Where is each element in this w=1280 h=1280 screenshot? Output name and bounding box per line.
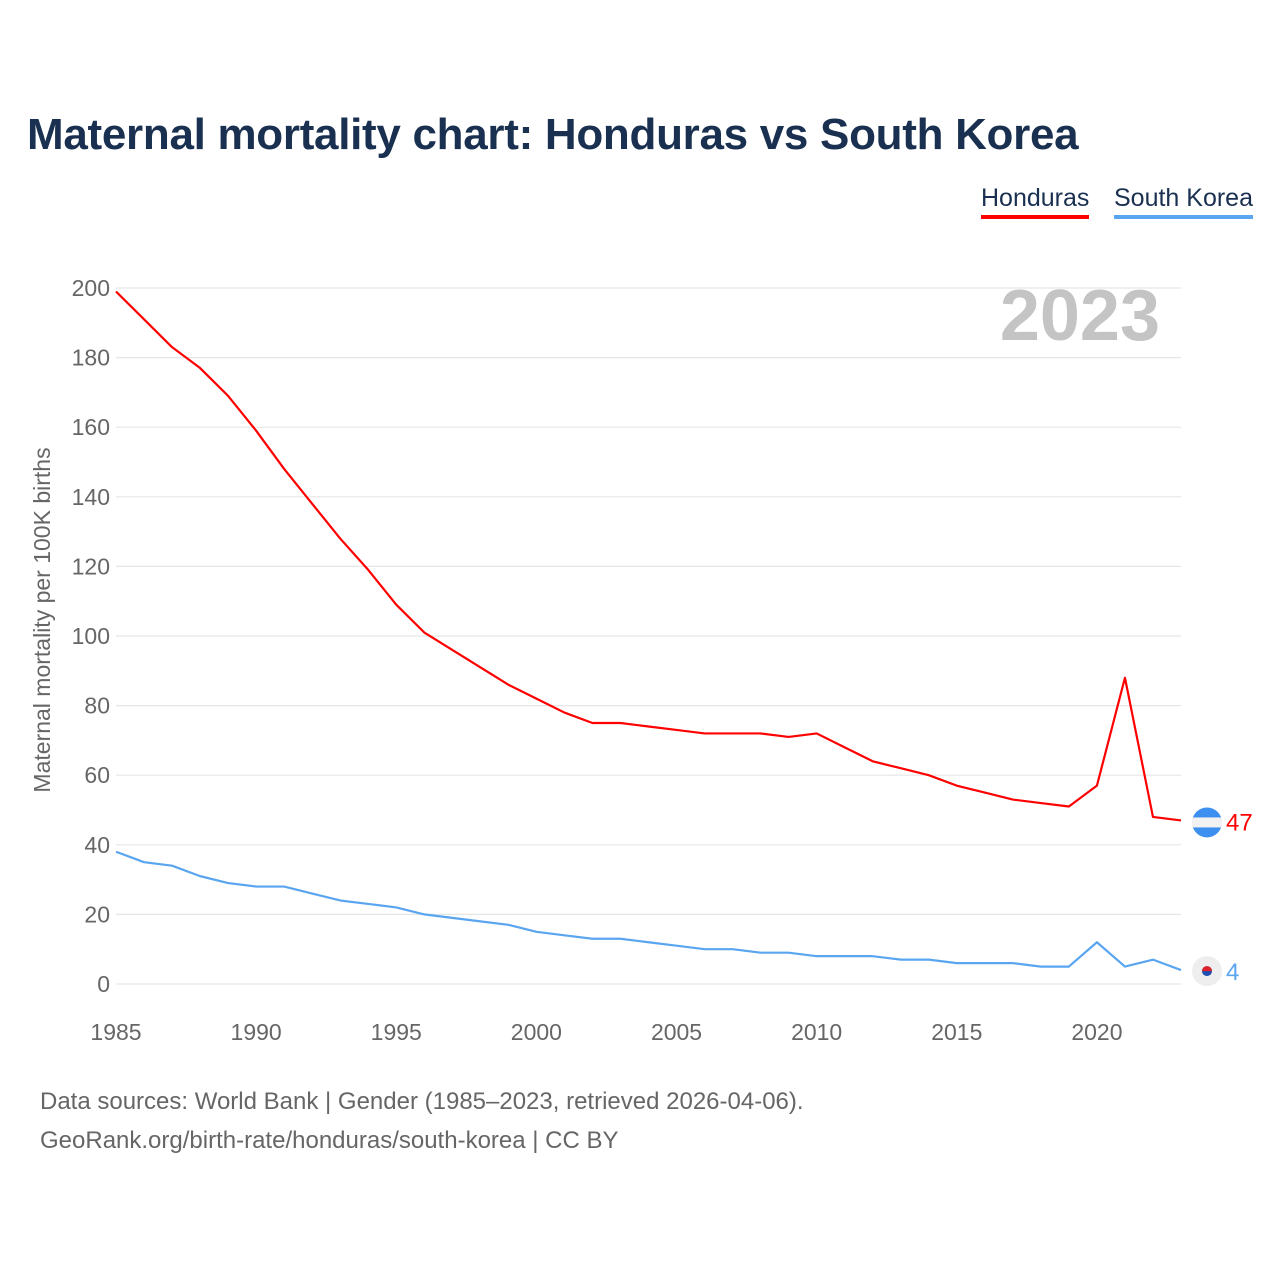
x-tick-label: 2005 bbox=[651, 1019, 702, 1045]
y-tick-label: 140 bbox=[72, 484, 110, 510]
x-tick-label: 2020 bbox=[1071, 1019, 1122, 1045]
year-watermark: 2023 bbox=[1000, 276, 1160, 356]
y-tick-label: 120 bbox=[72, 553, 110, 579]
y-tick-label: 0 bbox=[97, 971, 110, 997]
end-value-label: 47 bbox=[1226, 809, 1253, 836]
x-tick-label: 2015 bbox=[931, 1019, 982, 1045]
honduras-flag-icon bbox=[1192, 807, 1222, 838]
y-tick-label: 80 bbox=[84, 693, 110, 719]
footer-sources: Data sources: World Bank | Gender (1985–… bbox=[40, 1088, 804, 1115]
end-value-label: 4 bbox=[1226, 959, 1239, 986]
line-chart: 0 20 40 60 80 100 120 140 160 180 200 1985 1990 1995 2… bbox=[29, 275, 1253, 1045]
y-axis-label: Maternal mortality per 100K births bbox=[29, 447, 55, 792]
x-tick-label: 2010 bbox=[791, 1019, 842, 1045]
legend-item-south-korea[interactable]: South Korea bbox=[1114, 184, 1253, 219]
legend-item-honduras[interactable]: Honduras bbox=[981, 184, 1090, 219]
y-tick-label: 40 bbox=[84, 832, 110, 858]
x-tick-label: 2000 bbox=[511, 1019, 562, 1045]
chart-title: Maternal mortality chart: Honduras vs So… bbox=[27, 110, 1079, 159]
x-tick-label: 1990 bbox=[231, 1019, 282, 1045]
x-tick-label: 1985 bbox=[90, 1019, 141, 1045]
y-tick-label: 180 bbox=[72, 345, 110, 371]
x-tick-label: 1995 bbox=[371, 1019, 422, 1045]
y-tick-label: 20 bbox=[84, 901, 110, 927]
south-korea-flag-icon bbox=[1192, 956, 1222, 987]
footer-link[interactable]: GeoRank.org/birth-rate/honduras/south-ko… bbox=[40, 1127, 619, 1154]
y-tick-label: 60 bbox=[84, 762, 110, 788]
flag-stripe bbox=[1192, 817, 1222, 828]
y-tick-label: 100 bbox=[72, 623, 110, 649]
flag-taegeuk-red bbox=[1202, 966, 1212, 972]
series-line-honduras bbox=[115, 290, 1182, 822]
y-tick-label: 160 bbox=[72, 414, 110, 440]
series-line-south-korea bbox=[115, 850, 1182, 972]
y-tick-label: 200 bbox=[72, 275, 110, 301]
